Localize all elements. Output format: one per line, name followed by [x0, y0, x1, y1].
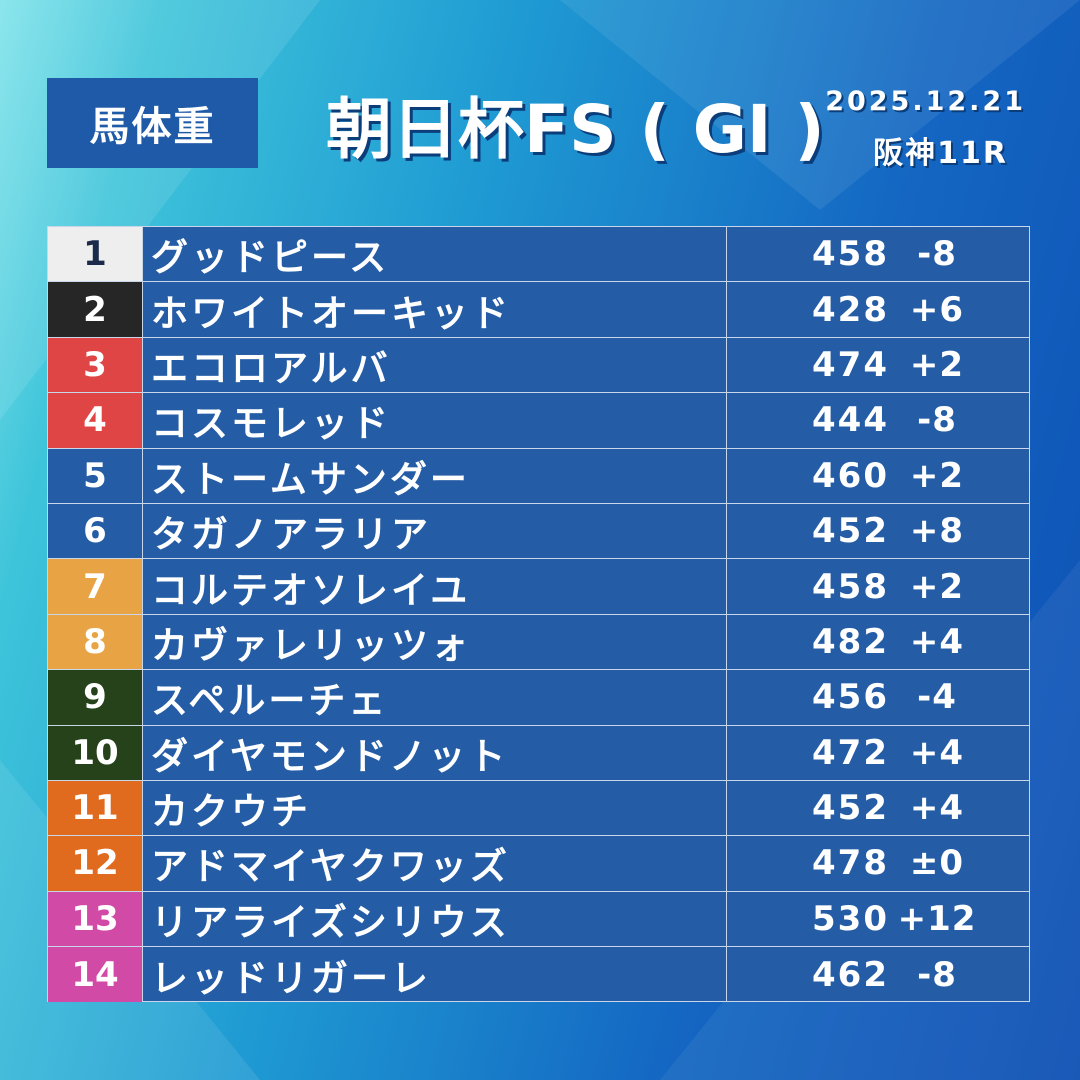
- weight-change: +2: [909, 344, 965, 385]
- table-row: 8 カヴァレリッツォ 482 +4: [48, 614, 1029, 671]
- weight-cell: 462 -8: [727, 947, 1029, 1002]
- horse-name: レッドリガーレ: [143, 947, 727, 1003]
- weight-cell: 452 +4: [727, 781, 1029, 835]
- weight-cell: 474 +2: [727, 338, 1029, 392]
- weight-change: +4: [909, 732, 965, 773]
- weight-change: -8: [917, 400, 957, 441]
- table-row: 13 リアライズシリウス 530 +12: [48, 891, 1029, 948]
- body-weight: 458: [812, 234, 889, 275]
- table-row: 12 アドマイヤクワッズ 478 ±0: [48, 836, 1029, 892]
- weight-change: +4: [909, 621, 965, 662]
- weight-change: +4: [909, 788, 965, 829]
- horse-name: スペルーチェ: [143, 670, 727, 725]
- body-weight: 482: [812, 621, 889, 662]
- weight-change: +6: [909, 289, 965, 330]
- horse-number: 6: [48, 503, 143, 559]
- weight-change: +2: [909, 455, 965, 496]
- weight-change: +2: [909, 566, 965, 607]
- horse-name: ストームサンダー: [143, 448, 727, 503]
- horse-name: リアライズシリウス: [143, 891, 727, 947]
- table-row: 14 レッドリガーレ 462 -8: [48, 947, 1029, 1003]
- weight-cell: 444 -8: [727, 393, 1029, 447]
- race-number: 阪神11R: [873, 136, 1008, 171]
- table-row: 2 ホワイトオーキッド 428 +6: [48, 282, 1029, 338]
- body-weight: 456: [812, 677, 889, 718]
- horse-number: 13: [48, 891, 143, 947]
- table-row: 11 カクウチ 452 +4: [48, 780, 1029, 837]
- body-weight: 462: [812, 954, 889, 995]
- weight-cell: 458 +2: [727, 559, 1029, 613]
- weight-change: -8: [917, 234, 957, 275]
- table-row: 5 ストームサンダー 460 +2: [48, 448, 1029, 504]
- horse-number: 11: [48, 780, 143, 836]
- table-row: 6 タガノアラリア 452 +8: [48, 503, 1029, 560]
- table-row: 9 スペルーチェ 456 -4: [48, 670, 1029, 726]
- weight-cell: 452 +8: [727, 504, 1029, 558]
- horse-name: ホワイトオーキッド: [143, 282, 727, 337]
- category-badge: 馬体重: [47, 78, 258, 168]
- horse-name: コスモレッド: [143, 393, 727, 448]
- horse-name: カクウチ: [143, 780, 727, 836]
- weight-change: +12: [897, 898, 977, 939]
- table-row: 7 コルテオソレイユ 458 +2: [48, 559, 1029, 615]
- table-row: 10 ダイヤモンドノット 472 +4: [48, 725, 1029, 781]
- horse-number: 12: [48, 836, 143, 891]
- weight-cell: 478 ±0: [727, 836, 1029, 890]
- body-weight: 530: [812, 898, 889, 939]
- horse-number: 10: [48, 725, 143, 780]
- horse-name: ダイヤモンドノット: [143, 725, 727, 780]
- body-weight: 474: [812, 344, 889, 385]
- horse-number: 8: [48, 614, 143, 670]
- weight-cell: 460 +2: [727, 449, 1029, 503]
- body-weight: 444: [812, 400, 889, 441]
- race-date: 2025.12.21: [825, 86, 1026, 117]
- horse-name: コルテオソレイユ: [143, 559, 727, 614]
- weight-change: ±0: [909, 843, 965, 884]
- weight-cell: 472 +4: [727, 726, 1029, 780]
- horse-number: 3: [48, 337, 143, 393]
- horse-number: 4: [48, 393, 143, 448]
- horse-name: アドマイヤクワッズ: [143, 836, 727, 891]
- horse-name: タガノアラリア: [143, 503, 727, 559]
- horse-number: 2: [48, 282, 143, 337]
- weight-change: -4: [917, 677, 957, 718]
- horse-name: グッドピース: [143, 227, 727, 282]
- body-weight: 428: [812, 289, 889, 330]
- body-weight: 478: [812, 843, 889, 884]
- weight-cell: 428 +6: [727, 282, 1029, 336]
- body-weight: 452: [812, 788, 889, 829]
- horse-number: 7: [48, 559, 143, 614]
- horse-number: 5: [48, 448, 143, 503]
- horse-name: カヴァレリッツォ: [143, 614, 727, 670]
- body-weight: 460: [812, 455, 889, 496]
- weight-cell: 530 +12: [727, 892, 1029, 946]
- body-weight: 458: [812, 566, 889, 607]
- weight-cell: 456 -4: [727, 670, 1029, 724]
- table-row: 1 グッドピース 458 -8: [48, 227, 1029, 283]
- weight-change: +8: [909, 511, 965, 552]
- weight-cell: 482 +4: [727, 615, 1029, 669]
- body-weight: 472: [812, 732, 889, 773]
- race-title: 朝日杯FS ( GI ): [326, 91, 825, 168]
- table-row: 3 エコロアルバ 474 +2: [48, 337, 1029, 394]
- horse-weight-table: 1 グッドピース 458 -8 2 ホワイトオーキッド 428 +6 3 エコロアルバ 474 +2 4…: [47, 226, 1030, 1003]
- table-row: 4 コスモレッド 444 -8: [48, 393, 1029, 449]
- horse-name: エコロアルバ: [143, 337, 727, 393]
- weight-cell: 458 -8: [727, 227, 1029, 281]
- body-weight: 452: [812, 511, 889, 552]
- horse-number: 14: [48, 947, 143, 1003]
- weight-change: -8: [917, 954, 957, 995]
- horse-number: 1: [48, 227, 143, 282]
- horse-number: 9: [48, 670, 143, 725]
